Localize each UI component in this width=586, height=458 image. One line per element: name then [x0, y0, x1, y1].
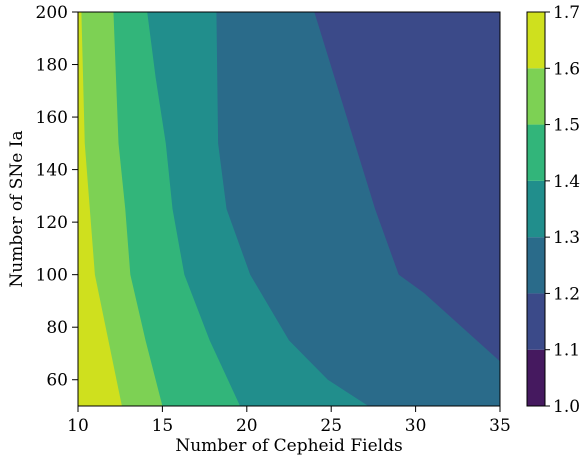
y-tick-label: 180: [36, 56, 68, 76]
y-tick-label: 60: [46, 371, 68, 391]
y-tick-label: 200: [36, 3, 68, 23]
colorbar-tick-label: 1.0: [553, 397, 580, 417]
colorbar-tick-label: 1.7: [553, 3, 580, 23]
colorbar-band: [527, 68, 545, 125]
y-tick-label: 80: [46, 318, 68, 338]
contour-fills: [78, 12, 500, 406]
colorbar-tick-label: 1.4: [553, 172, 580, 192]
x-tick-label: 10: [67, 416, 89, 436]
colorbar-tick-label: 1.1: [553, 341, 580, 361]
colorbar-frame: [526, 11, 546, 407]
colorbar-tick-label: 1.5: [553, 116, 580, 136]
x-tick-label: 25: [320, 416, 342, 436]
colorbar-band: [527, 12, 545, 69]
x-axis-label: Number of Cepheid Fields: [175, 436, 402, 456]
y-axis: 60 80 100 120 140 160 180 200: [36, 3, 78, 391]
x-tick-label: 35: [489, 416, 511, 436]
y-tick-label: 140: [36, 161, 68, 181]
colorbar-band: [527, 180, 545, 238]
colorbar: 1.0 1.1 1.2 1.3 1.4 1.5 1.6 1.7: [526, 3, 580, 417]
y-tick-label: 160: [36, 108, 68, 128]
colorbar-tick-label: 1.3: [553, 228, 580, 248]
y-tick-label: 100: [36, 266, 68, 286]
x-tick-label: 15: [152, 416, 174, 436]
colorbar-tick-label: 1.2: [553, 284, 580, 304]
x-tick-label: 30: [405, 416, 427, 436]
colorbar-band: [527, 349, 545, 406]
x-axis: 10 15 20 25 30 35: [67, 406, 511, 436]
colorbar-tick-label: 1.6: [553, 59, 580, 79]
colorbar-band: [527, 124, 545, 181]
x-tick-label: 20: [236, 416, 258, 436]
colorbar-band: [527, 237, 545, 294]
contour-region-1.6: [78, 12, 122, 406]
plot-frame: [77, 11, 501, 407]
y-tick-label: 120: [36, 213, 68, 233]
colorbar-band: [527, 293, 545, 350]
y-axis-label: Number of SNe Ia: [7, 130, 27, 287]
